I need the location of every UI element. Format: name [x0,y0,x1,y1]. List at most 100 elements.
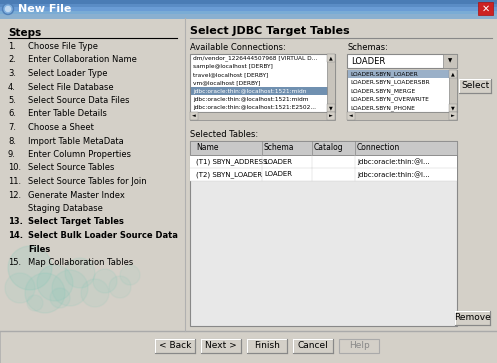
Text: 3.: 3. [8,69,16,78]
Bar [190,155,457,168]
Text: 11.: 11. [8,177,21,186]
Text: Schema: Schema [264,143,295,152]
Text: ▼: ▼ [451,106,455,110]
Text: Enter Table Details: Enter Table Details [28,110,107,118]
Text: 5.: 5. [8,96,16,105]
Text: Select: Select [461,82,489,90]
Text: ►: ► [329,114,333,118]
Circle shape [109,276,131,298]
Text: Enter Column Properties: Enter Column Properties [28,150,131,159]
Text: sample@localhost [DERBY]: sample@localhost [DERBY] [193,64,273,69]
Text: Finish: Finish [254,342,280,351]
Text: 8.: 8. [8,136,16,146]
Text: Enter Collaboration Name: Enter Collaboration Name [28,56,137,65]
Bar [185,18,497,331]
Bar [327,112,335,120]
Text: Select Source Tables: Select Source Tables [28,163,114,172]
Bar [190,141,457,155]
Bar [190,141,457,326]
Text: Choose File Type: Choose File Type [28,42,98,51]
Circle shape [120,265,140,285]
Circle shape [4,5,12,13]
Text: travel@localhost [DERBY]: travel@localhost [DERBY] [193,72,268,77]
Text: Steps: Steps [8,28,41,38]
Text: jdbc:oracle:thin:@l...: jdbc:oracle:thin:@l... [357,158,430,165]
Bar [449,104,457,112]
Text: Connection: Connection [357,143,400,152]
Text: ◄: ◄ [192,114,196,118]
Text: Select File Database: Select File Database [28,82,114,91]
Bar [190,112,335,120]
Bar [455,311,490,325]
Text: Select Bulk Loader Source Data: Select Bulk Loader Source Data [28,231,178,240]
Text: 13.: 13. [8,217,23,227]
Circle shape [25,273,65,313]
Bar [347,54,457,68]
Text: ▲: ▲ [329,56,333,61]
Bar [347,70,457,112]
Bar [327,54,335,112]
Text: Cancel: Cancel [298,342,329,351]
Text: 10.: 10. [8,163,21,172]
Text: Schemas:: Schemas: [347,43,388,52]
Bar [155,339,195,353]
Circle shape [52,270,88,306]
Text: ✕: ✕ [482,4,490,13]
Text: LOADER.SBYN_MERGE: LOADER.SBYN_MERGE [350,88,415,94]
Bar [0,11,497,15]
Text: ◄: ◄ [349,114,353,118]
Circle shape [5,7,10,12]
Bar [347,112,355,120]
Text: ▼: ▼ [329,106,333,110]
Text: ►: ► [451,114,455,118]
Bar [0,18,185,331]
Circle shape [93,269,117,293]
Bar [449,70,457,78]
Text: Name: Name [196,143,219,152]
Text: ▲: ▲ [451,72,455,77]
Text: jdbc:oracle:thin:@localhost:1521:midm: jdbc:oracle:thin:@localhost:1521:midm [193,97,309,102]
Text: Select JDBC Target Tables: Select JDBC Target Tables [190,26,349,36]
Text: 1.: 1. [8,42,16,51]
Text: LOADER: LOADER [351,57,385,65]
Text: LOADER.SBYN_LOADER: LOADER.SBYN_LOADER [350,72,418,77]
Text: Generate Master Index: Generate Master Index [28,191,125,200]
Bar [190,112,198,120]
Bar [449,70,457,112]
Text: Help: Help [348,342,369,351]
Bar [443,54,457,68]
Bar [348,70,450,78]
Text: (T1) SBYN_ADDRESS: (T1) SBYN_ADDRESS [196,158,267,165]
Bar [327,54,335,62]
Bar [339,339,379,353]
Text: jdbc:oracle:thin:@localhost:1521:E2502...: jdbc:oracle:thin:@localhost:1521:E2502..… [193,105,316,110]
Text: < Back: < Back [159,342,191,351]
Circle shape [8,246,52,290]
Bar [190,168,457,181]
Text: New File: New File [18,4,72,14]
Text: Select Source Data Files: Select Source Data Files [28,96,130,105]
Text: Next >: Next > [205,342,237,351]
Text: 9.: 9. [8,150,16,159]
Bar [191,87,328,95]
Bar [0,4,497,8]
Text: (T2) SBYN_LOADER: (T2) SBYN_LOADER [196,171,262,178]
Circle shape [2,4,13,15]
Circle shape [37,265,73,301]
Text: vm@localhost [DERBY]: vm@localhost [DERBY] [193,81,260,86]
Bar [0,15,497,19]
Text: LOADER.SBYN_OVERWRITE: LOADER.SBYN_OVERWRITE [350,97,429,102]
Text: Select Target Tables: Select Target Tables [28,217,124,227]
Bar [201,339,241,353]
Bar [347,112,457,120]
Text: jdbc:oracle:thin:@localhost:1521:midn: jdbc:oracle:thin:@localhost:1521:midn [193,89,306,94]
Bar [449,112,457,120]
Text: LOADER: LOADER [264,171,292,178]
Bar [327,104,335,112]
Bar [190,54,335,112]
Text: dm/vendor_1226444507968 [VIRTUAL D...: dm/vendor_1226444507968 [VIRTUAL D... [193,55,317,61]
Circle shape [50,288,70,308]
Text: ▼: ▼ [448,58,452,64]
Text: 14.: 14. [8,231,23,240]
Text: Available Connections:: Available Connections: [190,43,286,52]
